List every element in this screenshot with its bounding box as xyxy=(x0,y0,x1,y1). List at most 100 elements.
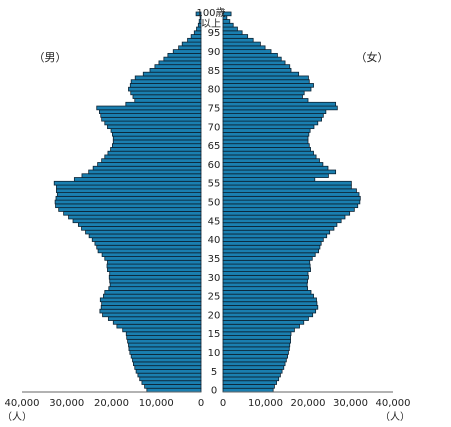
female-bar-age-40 xyxy=(222,237,324,242)
female-bar-age-6 xyxy=(222,365,285,370)
age-tick-55: 55 xyxy=(208,179,221,190)
male-bar-age-33 xyxy=(106,263,202,269)
female-bar-age-34 xyxy=(222,259,311,265)
male-bar-age-59 xyxy=(92,165,202,171)
female-bar-age-66 xyxy=(222,139,309,145)
male-bar-age-0 xyxy=(146,387,202,393)
female-bar-age-92 xyxy=(222,41,261,47)
male-bar-age-49 xyxy=(55,203,202,209)
age-tick-60: 60 xyxy=(208,160,221,171)
x-tick-left-1: 30,000 xyxy=(49,398,84,409)
female-bar-age-0 xyxy=(222,387,274,393)
age-tick-20: 20 xyxy=(208,310,221,321)
male-bar-age-30 xyxy=(108,274,202,280)
male-bar-age-8 xyxy=(132,357,202,363)
male-bar-age-53 xyxy=(56,188,202,193)
female-bar-age-43 xyxy=(222,226,335,231)
female-bar-age-52 xyxy=(222,192,360,197)
male-bar-age-22 xyxy=(100,305,202,310)
female-bar-age-67 xyxy=(222,135,309,141)
male-bar-age-50 xyxy=(54,199,202,205)
female-bar-age-95 xyxy=(222,30,243,35)
age-tick-0: 0 xyxy=(211,386,217,397)
female-bar-age-55 xyxy=(222,180,352,186)
male-bar-age-89 xyxy=(167,52,202,58)
male-bar-age-43 xyxy=(81,226,202,231)
female-bar-age-73 xyxy=(222,113,324,118)
male-bar-age-60 xyxy=(97,162,202,167)
male-bar-age-74 xyxy=(99,109,202,114)
male-bar-age-24 xyxy=(99,297,202,303)
female-bar-age-9 xyxy=(222,353,288,359)
male-bar-age-39 xyxy=(94,241,202,246)
male-bar-age-52 xyxy=(56,192,202,197)
female-bar-age-25 xyxy=(222,293,314,299)
age-tick-5: 5 xyxy=(211,367,217,378)
male-bar-age-76 xyxy=(125,101,202,107)
female-bar-age-47 xyxy=(222,211,351,216)
male-bar-age-73 xyxy=(100,113,202,118)
age-tick-15: 15 xyxy=(208,329,221,340)
female-bar-age-83 xyxy=(222,75,309,81)
age-tick-45: 45 xyxy=(208,216,221,227)
female-bar-age-81 xyxy=(222,83,314,88)
female-bar-age-16 xyxy=(222,327,295,333)
male-bar-age-41 xyxy=(88,233,202,239)
male-bar-age-34 xyxy=(107,259,202,265)
female-bar-age-48 xyxy=(222,207,355,212)
male-bar-age-42 xyxy=(85,229,202,235)
male-bar-age-78 xyxy=(132,94,202,99)
x-tick-right-3: 30,000 xyxy=(333,398,368,409)
female-bar-age-12 xyxy=(222,342,291,348)
male-bar-age-18 xyxy=(112,320,202,325)
male-bar-age-28 xyxy=(109,282,202,288)
x-tick-left-3: 10,000 xyxy=(139,398,174,409)
female-bar-age-90 xyxy=(222,49,272,54)
female-bar-age-86 xyxy=(222,64,291,69)
female-bar-age-58 xyxy=(222,169,337,175)
male-bar-age-69 xyxy=(110,128,202,133)
male-bar-age-1 xyxy=(144,384,202,389)
male-bar-age-80 xyxy=(128,86,202,92)
female-bar-age-26 xyxy=(222,290,312,295)
male-bar-age-5 xyxy=(135,369,202,374)
female-bar-age-23 xyxy=(222,301,318,306)
age-tick-85: 85 xyxy=(208,66,221,77)
male-bar-age-13 xyxy=(127,338,202,344)
female-bar-age-15 xyxy=(222,331,292,336)
female-bar-age-76 xyxy=(222,101,337,107)
male-bar-age-20 xyxy=(102,312,202,318)
female-bar-age-5 xyxy=(222,369,283,374)
male-bar-age-75 xyxy=(96,105,202,111)
male-bar-age-95 xyxy=(193,30,202,35)
female-bar-age-24 xyxy=(222,297,317,303)
male-bar-age-17 xyxy=(116,323,202,329)
male-bar-age-9 xyxy=(130,353,202,359)
female-bar-age-17 xyxy=(222,323,300,329)
age-tick-50: 50 xyxy=(208,198,221,209)
female-bar-age-77 xyxy=(222,98,309,103)
age-tick-70: 70 xyxy=(208,122,221,133)
male-bar-age-91 xyxy=(178,45,202,51)
female-bar-age-22 xyxy=(222,305,319,310)
female-bar-age-30 xyxy=(222,274,309,280)
x-tick-right-2: 20,000 xyxy=(291,398,326,409)
male-bar-age-37 xyxy=(97,248,202,254)
female-bar-age-10 xyxy=(222,350,289,355)
female-bar-age-56 xyxy=(222,177,316,182)
x-tick-left-4: 0 xyxy=(198,398,204,409)
age-tick-65: 65 xyxy=(208,141,221,152)
female-bar-age-85 xyxy=(222,68,292,73)
female-bar-age-11 xyxy=(222,346,290,352)
female-bar-age-63 xyxy=(222,150,314,156)
male-bar-age-93 xyxy=(187,37,202,43)
male-bar-age-21 xyxy=(99,308,202,314)
male-bar-age-10 xyxy=(129,350,202,355)
male-bar-age-61 xyxy=(101,158,202,163)
female-bar-age-49 xyxy=(222,203,359,209)
female-bar-age-46 xyxy=(222,214,346,220)
female-bars xyxy=(222,11,361,393)
female-bar-age-4 xyxy=(222,372,281,378)
male-bar-age-88 xyxy=(163,56,202,62)
